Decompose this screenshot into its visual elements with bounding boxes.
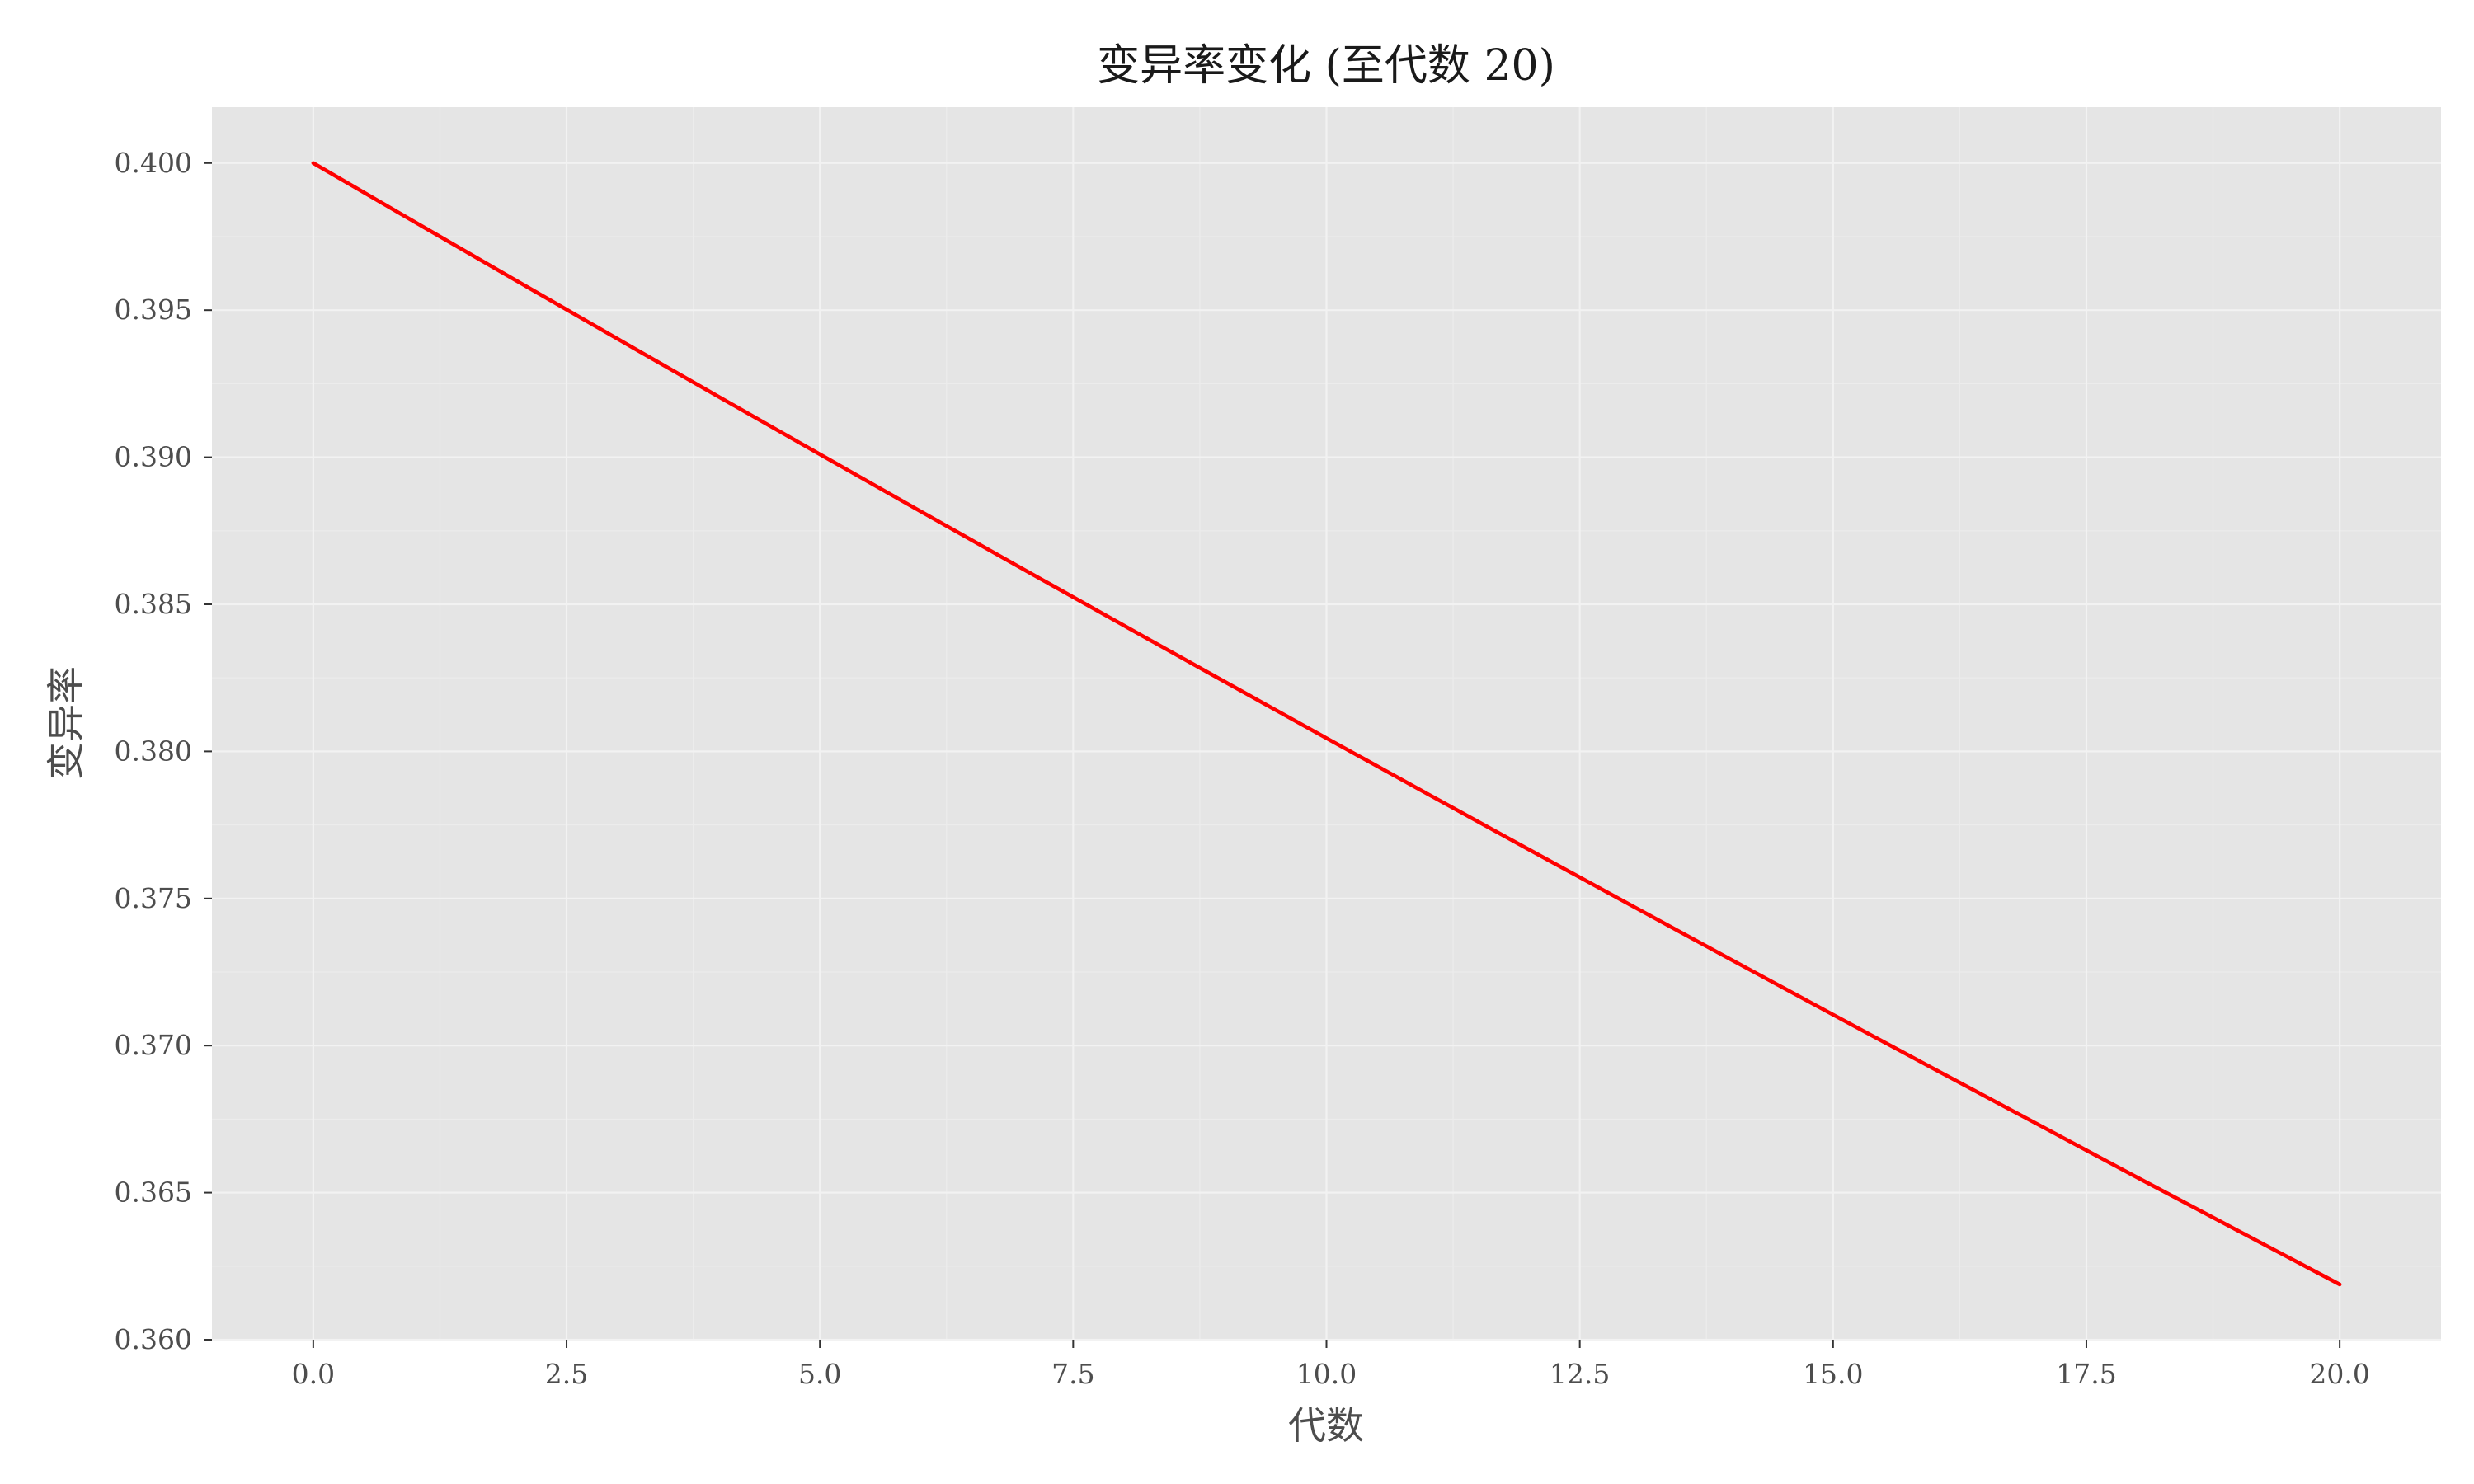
- y-tick-label: 0.360: [115, 1323, 192, 1355]
- y-tick-label: 0.365: [115, 1176, 192, 1209]
- x-tick-label: 10.0: [1296, 1358, 1357, 1390]
- x-tick-label: 2.5: [545, 1358, 588, 1390]
- y-tick-label: 0.390: [115, 441, 192, 473]
- chart-title: 变异率变化 (至代数 20): [1097, 41, 1555, 91]
- y-axis-label: 变异率: [44, 666, 88, 780]
- x-tick-label: 20.0: [2309, 1358, 2369, 1390]
- y-tick-label: 0.395: [115, 294, 192, 326]
- series-line: [311, 161, 2342, 1287]
- x-tick-label: 15.0: [1803, 1358, 1863, 1390]
- x-tick-label: 12.5: [1550, 1358, 1610, 1390]
- x-tick-label: 17.5: [2056, 1358, 2116, 1390]
- x-tick-label: 5.0: [798, 1358, 841, 1390]
- y-axis: 0.360 0.365 0.370 0.375 0.380 0.385 0.390 0.395…: [115, 147, 212, 1355]
- x-axis: 0.0 2.5 5.0 7.5 10.0 12.5 15.0 17.5 20.0: [292, 1340, 2370, 1390]
- x-axis-label: 代数: [1288, 1403, 1364, 1448]
- x-tick-label: 7.5: [1051, 1358, 1094, 1390]
- y-tick-label: 0.370: [115, 1029, 192, 1061]
- y-tick-label: 0.375: [115, 882, 192, 914]
- series-layer: [311, 161, 2342, 1287]
- y-tick-label: 0.380: [115, 735, 192, 767]
- y-tick-label: 0.400: [115, 147, 192, 179]
- y-tick-label: 0.385: [115, 588, 192, 620]
- x-tick-label: 0.0: [292, 1358, 335, 1390]
- grid-lines: [212, 107, 2441, 1341]
